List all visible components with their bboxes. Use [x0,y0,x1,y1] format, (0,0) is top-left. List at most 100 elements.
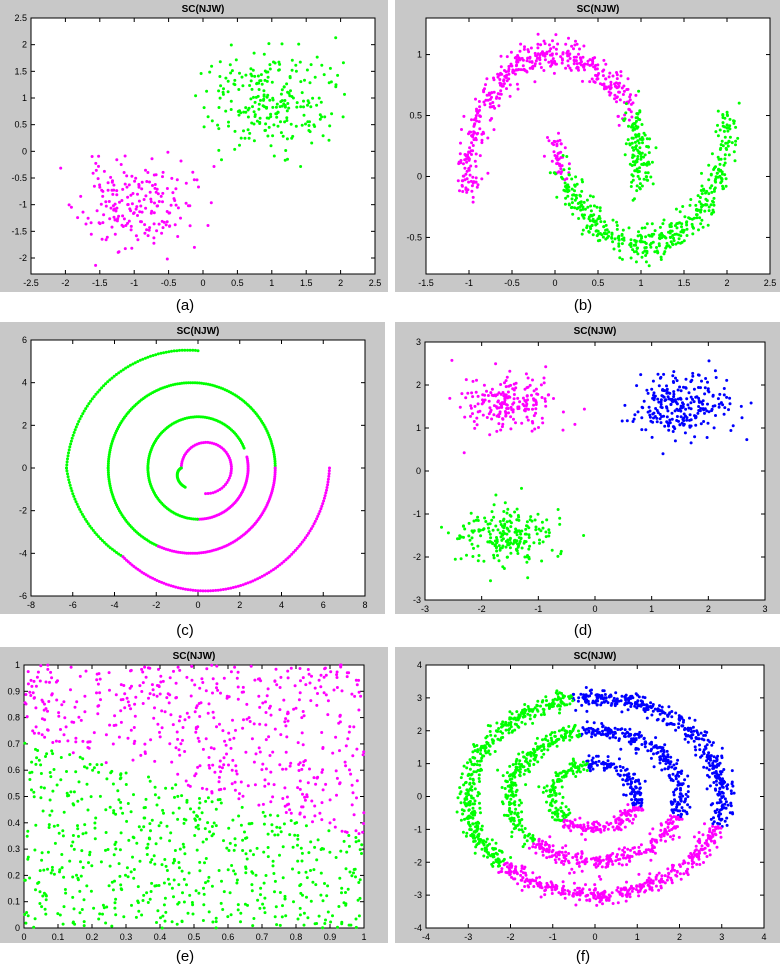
chart-panel-a: SC(NJW) -2.5 -2 -1.5 -1 -0.5 0 0.5 1 1.5 2 2.5 -2 -1.… [0,0,388,292]
data-point [466,774,470,777]
data-point [196,725,200,729]
data-point [479,827,483,831]
data-point [617,90,621,94]
data-point [132,868,136,871]
data-point [618,98,622,102]
data-point [475,378,478,382]
data-point [39,664,43,668]
data-point [107,200,111,203]
data-point [182,817,186,821]
data-point [543,52,547,56]
data-point [724,177,728,181]
data-point [149,738,153,742]
data-point [318,113,322,117]
data-point [65,770,68,773]
data-point [51,752,55,756]
data-point [716,397,720,401]
data-point [599,703,603,707]
data-point [82,898,86,902]
data-point [540,520,544,524]
data-point [74,740,78,744]
data-point [85,404,89,408]
data-point [609,83,613,87]
data-point [155,187,159,191]
data-point [731,812,735,816]
data-point [512,401,516,405]
data-point [681,402,685,406]
data-point [72,847,76,851]
data-point [92,766,96,770]
data-point [573,184,577,188]
data-point [64,725,68,729]
data-point [296,843,299,847]
data-point [111,192,115,196]
data-point [251,924,255,928]
data-point [600,694,604,697]
data-point [198,715,202,718]
data-point [201,681,205,684]
data-point [315,103,319,107]
data-point [131,192,135,195]
y-tick-label: -2 [19,506,27,516]
data-point [696,373,700,377]
data-point [624,102,628,106]
data-point [269,144,273,148]
data-point [462,174,466,178]
data-point [107,477,111,481]
data-point [110,225,114,229]
data-point [519,68,523,72]
data-point [689,401,693,405]
data-point [212,165,216,168]
data-point [714,788,718,792]
data-point [128,207,132,211]
data-point [93,826,97,830]
data-point [349,772,353,776]
data-point [200,811,204,815]
data-point [284,767,288,771]
data-point [146,846,149,850]
data-point [140,180,144,184]
data-point [311,524,315,528]
data-point [65,469,69,473]
data-point [538,62,542,66]
data-point [631,174,635,178]
data-point [703,411,706,415]
data-point [711,199,714,203]
data-point [688,203,692,207]
data-point [472,546,475,550]
data-point [240,805,244,809]
data-point [347,730,351,734]
data-point [174,746,178,750]
data-point [224,109,228,113]
chart-title: SC(NJW) [577,4,620,15]
data-point [706,738,710,742]
data-point [515,58,519,62]
data-point [720,746,724,750]
data-point [628,162,632,166]
data-point [193,683,197,687]
data-point [608,93,612,97]
data-point [115,551,118,554]
data-point [533,713,537,717]
data-point [689,198,693,201]
data-point [596,699,600,703]
data-point [162,881,166,885]
data-point [109,206,113,210]
data-point [307,101,311,105]
data-point [275,683,279,687]
data-point [150,209,154,213]
data-point [358,848,362,852]
data-point [286,669,290,673]
data-point [236,903,240,907]
data-point [740,416,744,420]
data-point [88,853,92,857]
data-point [706,421,710,425]
data-point [160,219,164,223]
data-point [273,462,277,465]
data-point [320,731,324,734]
data-point [264,738,268,742]
data-point [69,486,73,490]
data-point [611,699,615,703]
data-point [48,798,52,802]
data-point [524,404,528,408]
